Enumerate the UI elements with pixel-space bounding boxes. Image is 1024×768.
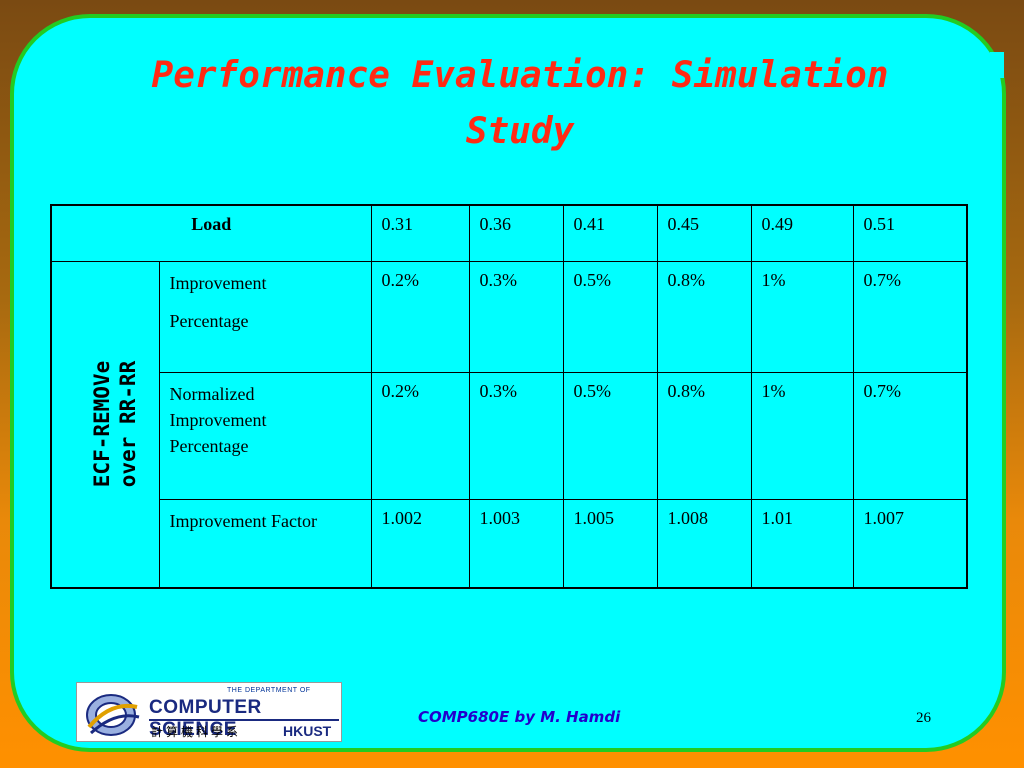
table-row: Normalized Improvement Percentage 0.2% 0… bbox=[51, 371, 968, 500]
row-label-line: Improvement bbox=[169, 409, 267, 430]
table-cell: 1.007 bbox=[852, 498, 968, 589]
row-label: Improvement Percentage bbox=[158, 260, 372, 373]
logo-divider bbox=[149, 719, 339, 721]
row-label-line: Normalized bbox=[169, 383, 255, 404]
slide-title: Performance Evaluation: Simulation Study bbox=[151, 55, 889, 152]
table-cell: 1.005 bbox=[562, 498, 658, 589]
table-cell: 0.8% bbox=[656, 260, 752, 373]
table-cell: 0.5% bbox=[562, 371, 658, 500]
group-label-cell: ECF-REMOVe over RR-RR bbox=[50, 260, 160, 589]
table-cell: 1.008 bbox=[656, 498, 752, 589]
panel-notch bbox=[990, 52, 1004, 78]
table-cell: 1.003 bbox=[468, 498, 564, 589]
group-label: ECF-REMOVe over RR-RR bbox=[89, 361, 141, 487]
department-logo: THE DEPARTMENT OF COMPUTER SCIENCE 計算機科學… bbox=[76, 682, 342, 742]
table-cell: 1.002 bbox=[370, 498, 470, 589]
load-header: Load bbox=[50, 204, 372, 262]
logo-dept-line: THE DEPARTMENT OF bbox=[227, 687, 311, 694]
table-cell: 0.3% bbox=[468, 260, 564, 373]
page-number: 26 bbox=[916, 710, 931, 726]
table-cell: 0.7% bbox=[852, 260, 968, 373]
load-value: 0.49 bbox=[750, 204, 854, 262]
table-cell: 1.01 bbox=[750, 498, 854, 589]
row-label: Improvement Factor bbox=[158, 498, 372, 589]
table-cell: 0.2% bbox=[370, 260, 470, 373]
slide-footer: COMP680E by M. Hamdi bbox=[418, 708, 621, 726]
load-value: 0.31 bbox=[370, 204, 470, 262]
logo-hkust: HKUST bbox=[283, 723, 332, 739]
row-label: Normalized Improvement Percentage bbox=[158, 371, 372, 500]
table-cell: 0.8% bbox=[656, 371, 752, 500]
table-cell: 0.7% bbox=[852, 371, 968, 500]
group-label-line2: over RR-RR bbox=[116, 361, 141, 488]
row-label-line: Percentage bbox=[169, 435, 249, 456]
load-value: 0.41 bbox=[562, 204, 658, 262]
logo-name: COMPUTER SCIENCE bbox=[149, 697, 262, 740]
table-cell: 0.5% bbox=[562, 260, 658, 373]
hkust-emblem-icon bbox=[86, 694, 140, 736]
load-value: 0.45 bbox=[656, 204, 752, 262]
logo-cjk: 計算機科學系 bbox=[151, 725, 242, 739]
table-cell: 0.3% bbox=[468, 371, 564, 500]
row-label-line: Improvement bbox=[169, 272, 267, 293]
results-table: Load 0.31 0.36 0.41 0.45 0.49 0.51 ECF-R… bbox=[50, 204, 968, 589]
load-value: 0.36 bbox=[468, 204, 564, 262]
table-header-row: Load 0.31 0.36 0.41 0.45 0.49 0.51 bbox=[50, 204, 968, 262]
table-cell: 1% bbox=[750, 260, 854, 373]
table-cell: 0.2% bbox=[370, 371, 470, 500]
load-value: 0.51 bbox=[852, 204, 968, 262]
group-label-line1: ECF-REMOVe bbox=[90, 361, 115, 488]
table-cell: 1% bbox=[750, 371, 854, 500]
table-row: Improvement Factor 1.002 1.003 1.005 1.0… bbox=[51, 498, 968, 589]
table-row: ECF-REMOVe over RR-RR Improvement Percen… bbox=[50, 260, 968, 589]
row-label-line: Percentage bbox=[169, 310, 249, 331]
